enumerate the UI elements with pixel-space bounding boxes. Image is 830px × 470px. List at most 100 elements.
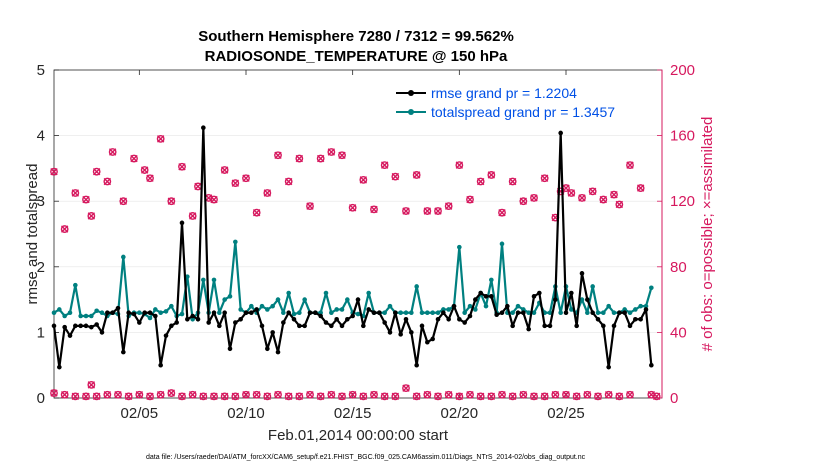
obs-possible-marker: [455, 161, 464, 170]
rmse-point: [611, 323, 617, 329]
rmse-point: [307, 310, 313, 316]
rmse-point: [377, 310, 382, 316]
obs-possible-marker: [316, 392, 325, 401]
rmse-point: [473, 297, 478, 302]
obs-assimilated-marker: [359, 176, 368, 184]
obs-possible-marker: [530, 392, 538, 401]
rmse-point: [398, 332, 403, 337]
rmse-point: [137, 320, 142, 325]
rmse-point: [227, 346, 233, 352]
obs-assimilated-marker: [519, 197, 528, 205]
rmse-point: [563, 310, 569, 316]
obs-possible-marker: [348, 390, 357, 399]
obs-possible-marker: [103, 390, 112, 399]
obs-assimilated-marker: [92, 167, 101, 176]
obs-assimilated-marker: [466, 195, 474, 204]
rmse-point: [371, 310, 377, 316]
obs-assimilated-marker: [71, 392, 80, 401]
totalspread-point: [291, 311, 297, 317]
rmse-point: [531, 294, 537, 299]
totalspread-point: [606, 303, 611, 309]
obs-possible-marker: [50, 389, 58, 397]
obs-possible-marker: [156, 134, 165, 143]
totalspread-point: [569, 307, 574, 312]
obs-possible-marker: [359, 175, 368, 184]
rmse-point: [537, 290, 542, 296]
rmse-point: [569, 290, 574, 296]
rmse-point: [185, 316, 190, 322]
obs-assimilated-marker: [498, 208, 506, 217]
obs-assimilated-marker: [103, 391, 112, 399]
obs-assimilated-marker: [498, 391, 506, 399]
totalspread-point: [281, 310, 286, 316]
rmse-point: [382, 320, 387, 325]
obs-possible-marker: [178, 392, 186, 401]
obs-assimilated-marker: [444, 202, 453, 210]
totalspread-point: [190, 316, 195, 322]
totalspread-point: [345, 297, 350, 302]
obs-assimilated-marker: [295, 154, 304, 163]
obs-possible-marker: [556, 187, 565, 196]
rmse-point: [62, 324, 67, 330]
totalspread-point: [414, 284, 419, 289]
obs-possible-marker: [263, 392, 272, 401]
rmse-point: [179, 220, 185, 226]
rmse-point: [313, 310, 318, 316]
legend-spread-label: totalspread grand pr = 1.3457: [431, 104, 615, 120]
obs-possible-marker: [103, 177, 112, 186]
rmse-point: [57, 364, 62, 370]
x-tick-label: 02/25: [547, 405, 585, 422]
totalspread-point: [99, 310, 105, 316]
obs-assimilated-marker: [391, 392, 400, 401]
obs-assimilated-marker: [71, 189, 80, 197]
totalspread-point: [521, 307, 526, 312]
obs-possible-marker: [402, 384, 410, 393]
rmse-point: [627, 323, 633, 329]
obs-assimilated-marker: [540, 392, 549, 401]
obs-possible-marker: [423, 207, 432, 215]
obs-possible-marker: [327, 390, 336, 399]
rmse-point: [451, 303, 457, 309]
obs-possible-marker: [146, 174, 154, 183]
obs-possible-marker: [92, 167, 101, 176]
rmse-point: [441, 310, 446, 316]
obs-possible-marker: [178, 162, 186, 171]
obs-possible-marker: [82, 392, 90, 401]
obs-assimilated-marker: [615, 200, 624, 209]
totalspread-point: [169, 303, 174, 309]
totalspread-point: [622, 307, 627, 312]
rmse-point: [286, 310, 291, 316]
obs-assimilated-marker: [487, 171, 496, 179]
obs-assimilated-marker: [130, 154, 138, 163]
obs-assimilated-marker: [594, 392, 602, 401]
obs-assimilated-marker: [455, 161, 464, 169]
obs-assimilated-marker: [391, 172, 400, 181]
obs-possible-marker: [540, 392, 549, 401]
obs-assimilated-marker: [167, 389, 176, 397]
rmse-point: [222, 310, 227, 316]
obs-assimilated-marker: [220, 392, 229, 401]
obs-possible-marker: [284, 392, 293, 401]
totalspread-point: [83, 313, 89, 319]
rmse-point: [494, 312, 499, 317]
obs-count-markers: [50, 134, 661, 401]
rmse-point: [414, 362, 419, 368]
totalspread-point: [531, 310, 537, 316]
y-axis-left-label: rmse and totalspread: [24, 164, 41, 305]
rmse-point: [89, 324, 94, 330]
rmse-point: [521, 310, 526, 316]
obs-possible-marker: [498, 390, 506, 399]
totalspread-point: [457, 244, 462, 250]
obs-possible-marker: [71, 189, 80, 197]
totalspread-point: [201, 277, 206, 283]
rmse-point: [393, 310, 398, 316]
obs-possible-marker: [220, 166, 229, 174]
obs-assimilated-marker: [327, 148, 336, 156]
rmse-point: [249, 310, 254, 316]
totalspread-point: [579, 297, 585, 302]
totalspread-point: [89, 313, 94, 319]
totalspread-point: [366, 290, 371, 296]
obs-possible-marker: [540, 174, 549, 183]
series-rmse: [51, 125, 654, 370]
obs-possible-marker: [348, 203, 357, 212]
